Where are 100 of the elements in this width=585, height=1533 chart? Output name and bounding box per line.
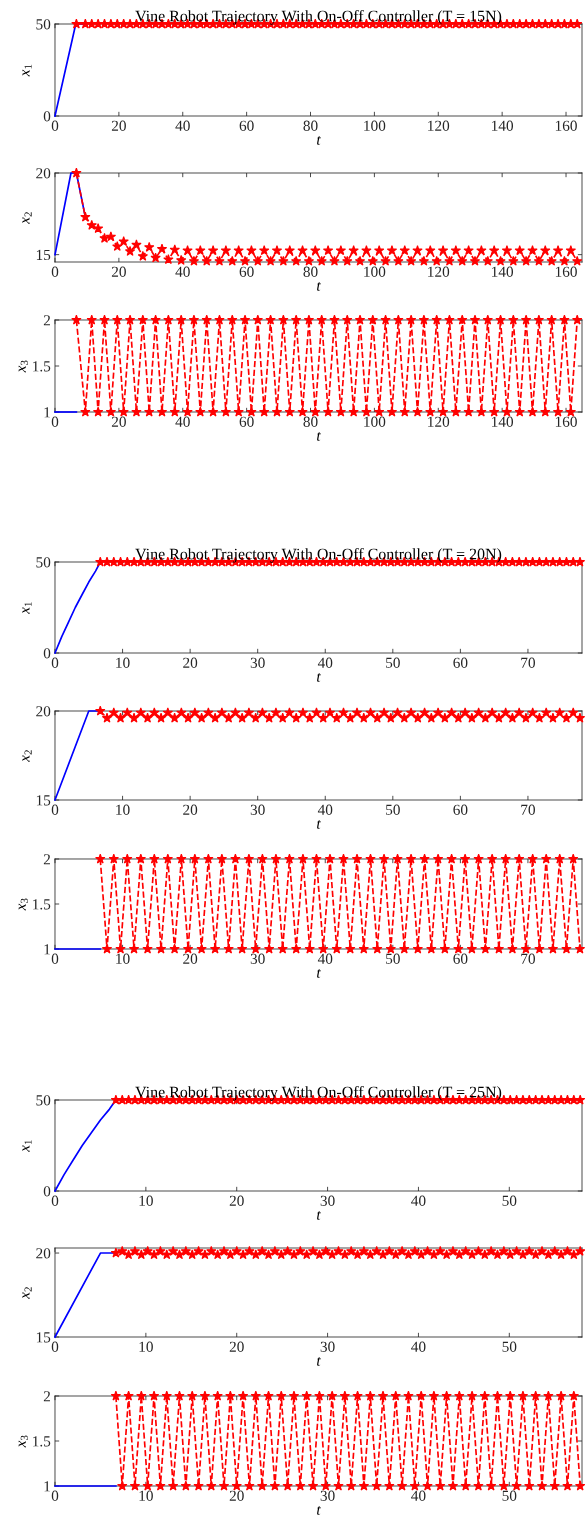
x-tick-label: 140 [492, 416, 514, 427]
y-axis-title: x$_{1}$ [22, 602, 32, 615]
y-tick-label: 0 [43, 648, 51, 659]
y-axis-title: x$_{2}$ [22, 750, 32, 763]
x-tick-label: 70 [521, 953, 536, 964]
x-tick-label: 20 [183, 657, 198, 668]
y-axis-title: x$_{3}$ [18, 1435, 28, 1448]
x-tick-label: 40 [175, 416, 190, 427]
y-axis-title: x$_{3}$ [18, 898, 28, 911]
x-tick-label: 0 [51, 1195, 59, 1206]
x-tick-label: 50 [386, 657, 400, 668]
y-tick-label: 2 [43, 1391, 50, 1402]
x-tick-label: 0 [51, 804, 59, 815]
y-tick-label: 1.5 [33, 361, 51, 372]
x-tick-label: 100 [364, 266, 386, 277]
y-tick-label: 20 [36, 168, 51, 179]
y-axis-title: x$_{1}$ [22, 1140, 32, 1153]
x-tick-label: 20 [111, 266, 126, 277]
x-tick-label: 0 [51, 266, 59, 277]
x-tick-label: 50 [502, 1490, 517, 1501]
chart-title: Vine Robot Trajectory With On-Off Controller (T = 25N) [135, 1085, 502, 1101]
x-tick-label: 40 [175, 120, 190, 131]
y-tick-label: 2 [43, 854, 50, 865]
x-tick-label: 20 [183, 953, 198, 964]
y-tick-label: 1 [44, 1481, 50, 1492]
x-tick-label: 40 [317, 657, 333, 668]
x-tick-label: 80 [303, 266, 318, 277]
x-tick-label: 70 [521, 804, 536, 815]
x-tick-label: 60 [239, 120, 254, 131]
x-tick-label: 160 [555, 266, 577, 277]
x-tick-label: 100 [364, 120, 386, 131]
x-tick-label: 140 [492, 120, 514, 131]
y-tick-label: 15 [36, 795, 51, 806]
x-axis-title: t [317, 1357, 321, 1366]
x-tick-label: 20 [183, 804, 198, 815]
x-tick-label: 60 [453, 657, 468, 668]
x-tick-label: 40 [411, 1490, 426, 1501]
x-tick-label: 20 [229, 1195, 244, 1206]
x-tick-label: 10 [116, 657, 130, 668]
x-tick-label: 120 [428, 266, 450, 277]
x-tick-label: 60 [453, 804, 468, 815]
x-tick-label: 30 [320, 1341, 335, 1352]
x-tick-label: 40 [411, 1341, 426, 1352]
x-tick-label: 50 [502, 1341, 517, 1352]
x-tick-label: 0 [51, 657, 59, 668]
x-tick-label: 160 [555, 120, 577, 131]
y-tick-label: 1 [44, 944, 50, 955]
x-tick-label: 30 [320, 1195, 335, 1206]
x-axis-title: t [317, 1506, 321, 1515]
x-tick-label: 50 [502, 1195, 517, 1206]
x-tick-label: 0 [51, 120, 59, 131]
x-tick-label: 40 [317, 804, 333, 815]
x-tick-label: 120 [428, 416, 450, 427]
x-tick-label: 80 [303, 120, 318, 131]
x-tick-label: 140 [492, 266, 514, 277]
x-tick-label: 20 [229, 1490, 244, 1501]
x-tick-label: 60 [239, 416, 254, 427]
x-tick-label: 40 [317, 953, 333, 964]
x-tick-label: 10 [116, 804, 130, 815]
x-tick-label: 0 [51, 1341, 59, 1352]
x-tick-label: 0 [51, 1490, 59, 1501]
x-tick-label: 50 [386, 953, 400, 964]
x-tick-label: 60 [453, 953, 468, 964]
x-tick-label: 70 [521, 657, 536, 668]
x-axis-title: t [317, 432, 321, 441]
x-tick-label: 30 [250, 953, 265, 964]
x-tick-label: 10 [139, 1341, 153, 1352]
x-tick-label: 160 [555, 416, 577, 427]
y-tick-label: 20 [36, 706, 51, 717]
x-tick-label: 30 [250, 804, 265, 815]
x-tick-label: 50 [386, 804, 400, 815]
x-tick-label: 20 [111, 120, 126, 131]
y-axis-title: x$_{2}$ [22, 212, 32, 225]
chart-title: Vine Robot Trajectory With On-Off Controller (T = 20N) [135, 547, 502, 563]
x-axis-title: t [317, 282, 321, 291]
x-tick-label: 30 [250, 657, 265, 668]
x-tick-label: 20 [229, 1341, 244, 1352]
x-tick-label: 120 [428, 120, 450, 131]
y-axis-title: x$_{3}$ [18, 360, 28, 373]
x-tick-label: 30 [320, 1490, 335, 1501]
x-tick-label: 40 [175, 266, 190, 277]
y-tick-label: 0 [43, 111, 51, 122]
x-tick-label: 0 [51, 953, 59, 964]
y-tick-label: 1 [44, 407, 50, 418]
y-tick-label: 1.5 [33, 899, 51, 910]
x-tick-label: 60 [239, 266, 254, 277]
x-axis-title: t [317, 136, 321, 145]
x-tick-label: 10 [139, 1195, 153, 1206]
y-tick-label: 15 [36, 249, 51, 261]
x-tick-label: 20 [111, 416, 126, 427]
y-tick-label: 20 [36, 1248, 51, 1259]
x-axis-title: t [317, 969, 321, 978]
y-tick-label: 15 [36, 1332, 51, 1343]
x-tick-label: 10 [139, 1490, 153, 1501]
y-tick-label: 50 [36, 1095, 51, 1106]
x-tick-label: 0 [51, 416, 59, 427]
y-tick-label: 1.5 [33, 1436, 51, 1447]
x-axis-title: t [317, 1211, 321, 1220]
chart-title: Vine Robot Trajectory With On-Off Controller (T = 15N) [135, 9, 502, 25]
x-tick-label: 80 [303, 416, 318, 427]
